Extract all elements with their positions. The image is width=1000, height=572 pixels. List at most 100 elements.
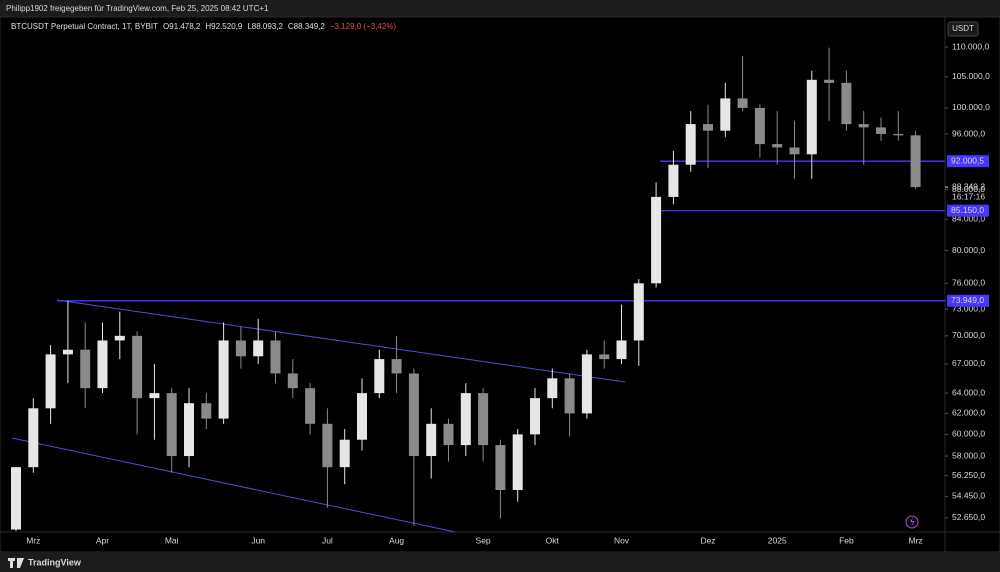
candle-body bbox=[512, 434, 523, 490]
candle-body bbox=[45, 354, 56, 409]
candle-body bbox=[495, 445, 506, 490]
candle-body bbox=[11, 467, 21, 530]
last-price-label: 88.349,2 bbox=[952, 181, 985, 191]
candle-body bbox=[876, 127, 886, 135]
candle-body bbox=[374, 359, 385, 394]
y-tick-label: 73.000,0 bbox=[952, 303, 985, 313]
y-tick-label: 100.000,0 bbox=[952, 102, 990, 112]
candle-body bbox=[201, 403, 212, 419]
logo-text: TradingView bbox=[28, 557, 82, 567]
candle-body bbox=[668, 164, 679, 197]
candle-body bbox=[270, 340, 281, 374]
level-label-box bbox=[947, 155, 989, 168]
y-tick-label: 67.000,0 bbox=[952, 358, 985, 368]
y-tick-label: 80.000,0 bbox=[952, 245, 985, 255]
candle-body bbox=[235, 340, 246, 357]
candle-body bbox=[184, 403, 194, 457]
y-tick-label: 64.000,0 bbox=[952, 387, 985, 397]
candle-body bbox=[305, 388, 316, 424]
y-tick-label: 56.250,0 bbox=[952, 470, 985, 480]
x-tick-label: Jun bbox=[251, 535, 265, 545]
level-label-box bbox=[947, 204, 989, 217]
legend-value: C88.349,2 bbox=[287, 22, 325, 31]
candle-body bbox=[132, 335, 143, 399]
candle-body bbox=[97, 340, 108, 389]
share-title: Philipp1902 freigegeben für TradingView.… bbox=[6, 4, 269, 13]
trend-line-upper bbox=[56, 299, 626, 383]
alert-icon[interactable] bbox=[905, 515, 919, 529]
candle-body bbox=[806, 79, 817, 155]
x-tick-label: Dez bbox=[700, 535, 715, 545]
y-tick-label: 62.000,0 bbox=[952, 408, 985, 418]
y-tick-label: 105.000,0 bbox=[952, 71, 990, 81]
x-tick-label: Mrz bbox=[909, 535, 923, 545]
y-tick-label: 54.450,0 bbox=[952, 491, 985, 501]
y-tick-label: 76.000,0 bbox=[952, 278, 985, 288]
y-tick-label: 70.000,0 bbox=[952, 330, 985, 340]
candle-body bbox=[28, 408, 39, 468]
candle-body bbox=[651, 196, 662, 284]
candle-body bbox=[80, 349, 91, 389]
candle-body bbox=[218, 340, 229, 419]
level-label: 85.150,0 bbox=[951, 205, 984, 215]
candle-body bbox=[357, 393, 367, 440]
candle-body bbox=[114, 335, 125, 341]
trend-line-lower bbox=[11, 437, 456, 533]
candle-body bbox=[460, 393, 471, 446]
candle-body bbox=[408, 373, 419, 457]
candle-body bbox=[772, 144, 783, 148]
y-tick-label: 58.000,0 bbox=[952, 450, 985, 460]
candle-body bbox=[754, 107, 765, 145]
candle-body bbox=[703, 124, 713, 131]
level-label: 73.949,0 bbox=[951, 295, 984, 305]
candle-body bbox=[633, 283, 644, 341]
candle-body bbox=[426, 423, 437, 457]
candle-body bbox=[478, 393, 489, 446]
candle-body bbox=[547, 378, 558, 399]
x-tick-label: Jul bbox=[322, 535, 333, 545]
candle-body bbox=[841, 82, 852, 125]
candle-body bbox=[824, 79, 835, 83]
top-bar bbox=[0, 0, 1000, 17]
symbol: BTCUSDT Perpetual Contract, 1T, BYBIT bbox=[11, 22, 159, 31]
level-label-box bbox=[947, 294, 989, 307]
candle-body bbox=[789, 147, 800, 155]
logo-icon bbox=[8, 558, 24, 568]
y-tick-label: 88.000,0 bbox=[952, 184, 985, 194]
candle-body bbox=[339, 439, 350, 468]
x-tick-label: Feb bbox=[839, 535, 854, 545]
y-tick-label: 84.000,0 bbox=[952, 214, 985, 224]
candle-body bbox=[616, 340, 627, 360]
y-tick-label: 60.000,0 bbox=[952, 429, 985, 439]
legend-value: H92.520,9 bbox=[205, 22, 243, 31]
currency-button[interactable] bbox=[947, 21, 979, 37]
x-tick-label: Aug bbox=[389, 535, 404, 545]
bottom-bar bbox=[0, 552, 1000, 572]
candle-body bbox=[287, 373, 298, 389]
y-tick-label: 110.000,0 bbox=[952, 41, 989, 51]
candle-body bbox=[253, 340, 264, 357]
candle-body bbox=[322, 423, 333, 468]
legend-value: −3.129,0 (−3,42%) bbox=[329, 22, 397, 31]
candle-body bbox=[530, 398, 540, 435]
legend: BTCUSDT Perpetual Contract, 1T, BYBIT O91… bbox=[11, 22, 401, 31]
x-tick-label: 2025 bbox=[768, 535, 787, 545]
x-tick-label: Sep bbox=[476, 535, 491, 545]
level-label: 92.000,5 bbox=[951, 155, 984, 165]
x-tick-label: Mai bbox=[165, 535, 179, 545]
y-tick-label: 96.000,0 bbox=[952, 128, 985, 138]
legend-value: O91.478,2 bbox=[163, 22, 201, 31]
candle-body bbox=[737, 98, 748, 108]
candle-body bbox=[858, 124, 869, 128]
x-tick-label: Okt bbox=[546, 535, 560, 545]
currency-label[interactable]: USDT bbox=[952, 24, 974, 33]
x-tick-label: Nov bbox=[614, 535, 630, 545]
candle-body bbox=[443, 423, 454, 446]
candle-body bbox=[893, 134, 904, 136]
candle-body bbox=[599, 354, 610, 360]
countdown: 16:17:16 bbox=[952, 191, 985, 201]
y-tick-label: 52.650,0 bbox=[952, 512, 985, 522]
candle-body bbox=[720, 98, 731, 131]
